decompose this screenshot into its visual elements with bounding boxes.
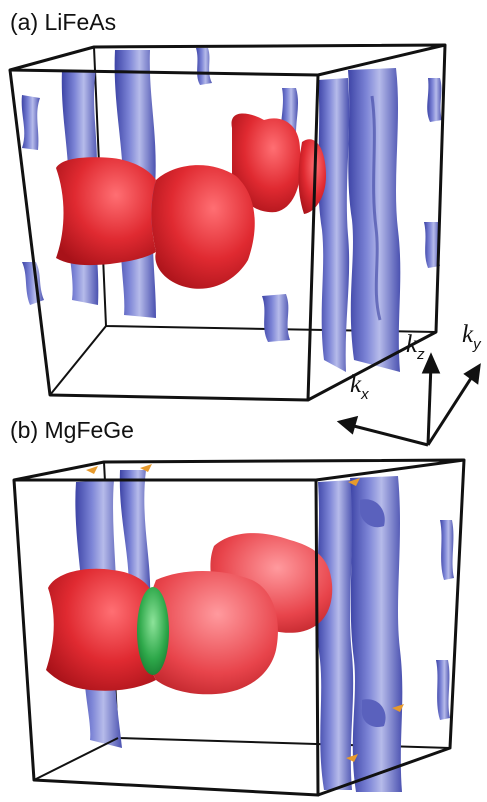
k-axes: kx kz ky (336, 321, 482, 447)
kx-arrowhead (336, 415, 359, 435)
kx-arrow (345, 422, 429, 447)
panel-a-label: (a) LiFeAs (10, 9, 116, 35)
ky-arrow (426, 371, 477, 446)
panel-a-box-front (8, 43, 447, 402)
panel-b-green-pocket (137, 587, 169, 675)
panel-b-box-front (12, 458, 466, 797)
panel-a-electron-pockets (56, 113, 326, 289)
panel-b: (b) MgFeGe (10, 417, 466, 797)
panel-b-orange-pockets (86, 464, 404, 762)
panel-b-label: (b) MgFeGe (10, 417, 134, 443)
ky-arrowhead (463, 363, 481, 385)
panel-a: (a) LiFeAs (8, 9, 447, 402)
kz-arrow (426, 363, 433, 446)
kx-label: kx (350, 371, 369, 403)
kz-arrowhead (421, 352, 441, 374)
kz-label: kz (406, 331, 425, 363)
panel-b-electron-pockets (46, 533, 333, 695)
ky-label: ky (462, 321, 482, 353)
